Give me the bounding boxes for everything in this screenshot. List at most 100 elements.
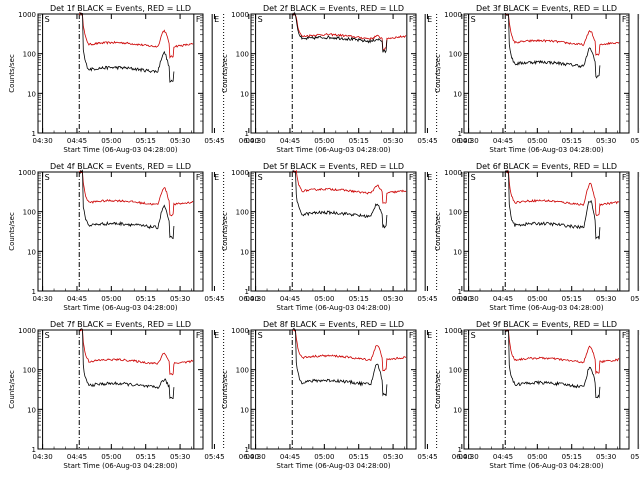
x-tick-label: 04:30	[32, 453, 52, 461]
series-events-line	[504, 169, 601, 240]
x-tick-label: 05:00	[101, 295, 121, 303]
x-tick-label: 04:45	[67, 295, 87, 303]
marker-label: S	[45, 15, 50, 24]
y-tick-label: 10	[27, 248, 36, 256]
marker-label: S	[471, 173, 476, 182]
panel-det-5: Det 5f BLACK = Events, RED = LLD11010010…	[221, 162, 472, 312]
x-tick-label: 04:30	[458, 453, 478, 461]
x-tick-label: 06:00	[452, 453, 472, 461]
marker-label: S	[258, 331, 263, 340]
panel-title: Det 2f BLACK = Events, RED = LLD	[263, 4, 404, 13]
y-axis-label: Counts/sec	[434, 212, 442, 251]
x-tick-label: 05:45	[630, 295, 640, 303]
series-lld-line	[505, 169, 620, 217]
panel-title: Det 5f BLACK = Events, RED = LLD	[263, 162, 404, 171]
x-axis-label: Start Time (06-Aug-03 04:28:00)	[489, 462, 603, 470]
x-tick-label: 04:30	[32, 137, 52, 145]
panel-title: Det 1f BLACK = Events, RED = LLD	[50, 4, 191, 13]
panel-det-4: Det 4f BLACK = Events, RED = LLD11010010…	[8, 162, 259, 312]
x-tick-label: 06:00	[452, 137, 472, 145]
x-tick-label: 04:45	[280, 137, 300, 145]
panel-det-3: Det 3f BLACK = Events, RED = LLD 1 10 100 10…	[434, 4, 640, 154]
y-tick-label: 10	[240, 90, 249, 98]
y-tick-label: 1	[32, 288, 36, 296]
marker-label: E	[427, 15, 432, 24]
x-axis-label: Start Time (06-Aug-03 04:28:00)	[489, 146, 603, 154]
marker-label: E	[214, 331, 219, 340]
panel-title: Det 6f BLACK = Events, RED = LLD	[476, 162, 617, 171]
panel-det-8: Det 8f BLACK = Events, RED = LLD11010010…	[221, 320, 472, 470]
y-tick-label: 10	[453, 90, 462, 98]
x-tick-label: 04:45	[280, 453, 300, 461]
x-tick-label: 05:30	[596, 295, 616, 303]
x-tick-label: 05:00	[101, 453, 121, 461]
series-events-line	[504, 12, 601, 79]
y-tick-label: 100	[449, 51, 462, 59]
x-tick-label: 05:15	[136, 137, 156, 145]
marker-label: S	[258, 15, 263, 24]
x-tick-label: 05:15	[562, 137, 582, 145]
y-tick-label: 1000	[18, 169, 36, 177]
y-axis-label: Counts/sec	[8, 370, 16, 409]
y-axis-label: Counts/sec	[434, 54, 442, 93]
y-tick-label: 10	[453, 248, 462, 256]
y-axis-label: Counts/sec	[8, 212, 16, 251]
y-tick-label: 100	[23, 51, 36, 59]
marker-label: F	[622, 173, 627, 182]
panel-title: Det 8f BLACK = Events, RED = LLD	[263, 320, 404, 329]
x-tick-label: 05:30	[170, 137, 190, 145]
x-axis-label: Start Time (06-Aug-03 04:28:00)	[63, 304, 177, 312]
x-tick-label: 04:45	[493, 453, 513, 461]
x-tick-label: 04:30	[245, 295, 265, 303]
y-tick-label: 1000	[444, 169, 462, 177]
series-lld-line	[78, 12, 194, 59]
x-tick-label: 04:30	[32, 295, 52, 303]
x-tick-label: 04:45	[67, 137, 87, 145]
y-axis-label: Counts/sec	[221, 54, 229, 93]
x-tick-label: 05:45	[204, 137, 224, 145]
y-tick-label: 100	[236, 209, 249, 217]
plot-frame	[463, 171, 630, 292]
plot-frame	[463, 329, 630, 450]
x-axis-label: Start Time (06-Aug-03 04:28:00)	[276, 304, 390, 312]
plot-frame	[250, 171, 417, 292]
x-tick-label: 05:00	[101, 137, 121, 145]
x-tick-label: 05:00	[527, 295, 547, 303]
y-tick-label: 1000	[18, 327, 36, 335]
panel-det-7: Det 7f BLACK = Events, RED = LLD11010010…	[8, 320, 259, 470]
y-axis-label: Counts/sec	[8, 54, 16, 93]
x-tick-label: 05:00	[314, 295, 334, 303]
y-tick-label: 1000	[231, 169, 249, 177]
y-tick-label: 10	[240, 248, 249, 256]
plot-frame	[463, 13, 630, 134]
series-events-line	[78, 328, 175, 400]
x-tick-label: 05:30	[383, 295, 403, 303]
panel-title: Det 9f BLACK = Events, RED = LLD	[476, 320, 617, 329]
x-tick-label: 05:15	[349, 295, 369, 303]
x-tick-label: 04:30	[458, 137, 478, 145]
y-tick-label: 100	[449, 367, 462, 375]
x-tick-label: 05:30	[383, 137, 403, 145]
y-tick-label: 1000	[231, 327, 249, 335]
marker-label: E	[214, 15, 219, 24]
plot-frame	[250, 13, 417, 134]
y-tick-label: 100	[236, 367, 249, 375]
series-events-line	[291, 169, 388, 229]
series-events-line	[79, 12, 175, 83]
x-axis-label: Start Time (06-Aug-03 04:28:00)	[276, 462, 390, 470]
x-tick-label: 05:15	[562, 295, 582, 303]
marker-label: S	[471, 15, 476, 24]
x-tick-label: 05:45	[204, 295, 224, 303]
panel-det-1: Det 1f BLACK = Events, RED = LLD11010010…	[8, 4, 259, 154]
y-axis-label: Counts/sec	[221, 370, 229, 409]
series-lld-line	[79, 328, 194, 376]
marker-label: F	[409, 15, 414, 24]
x-tick-label: 05:00	[527, 137, 547, 145]
x-axis-label: Start Time (06-Aug-03 04:28:00)	[63, 146, 177, 154]
marker-label: S	[45, 173, 50, 182]
marker-label: F	[622, 15, 627, 24]
x-tick-label: 05:15	[136, 295, 156, 303]
x-tick-label: 06:00	[452, 295, 472, 303]
panel-det-2: Det 2f BLACK = Events, RED = LLD11010010…	[221, 4, 472, 154]
y-tick-label: 1	[458, 446, 462, 454]
